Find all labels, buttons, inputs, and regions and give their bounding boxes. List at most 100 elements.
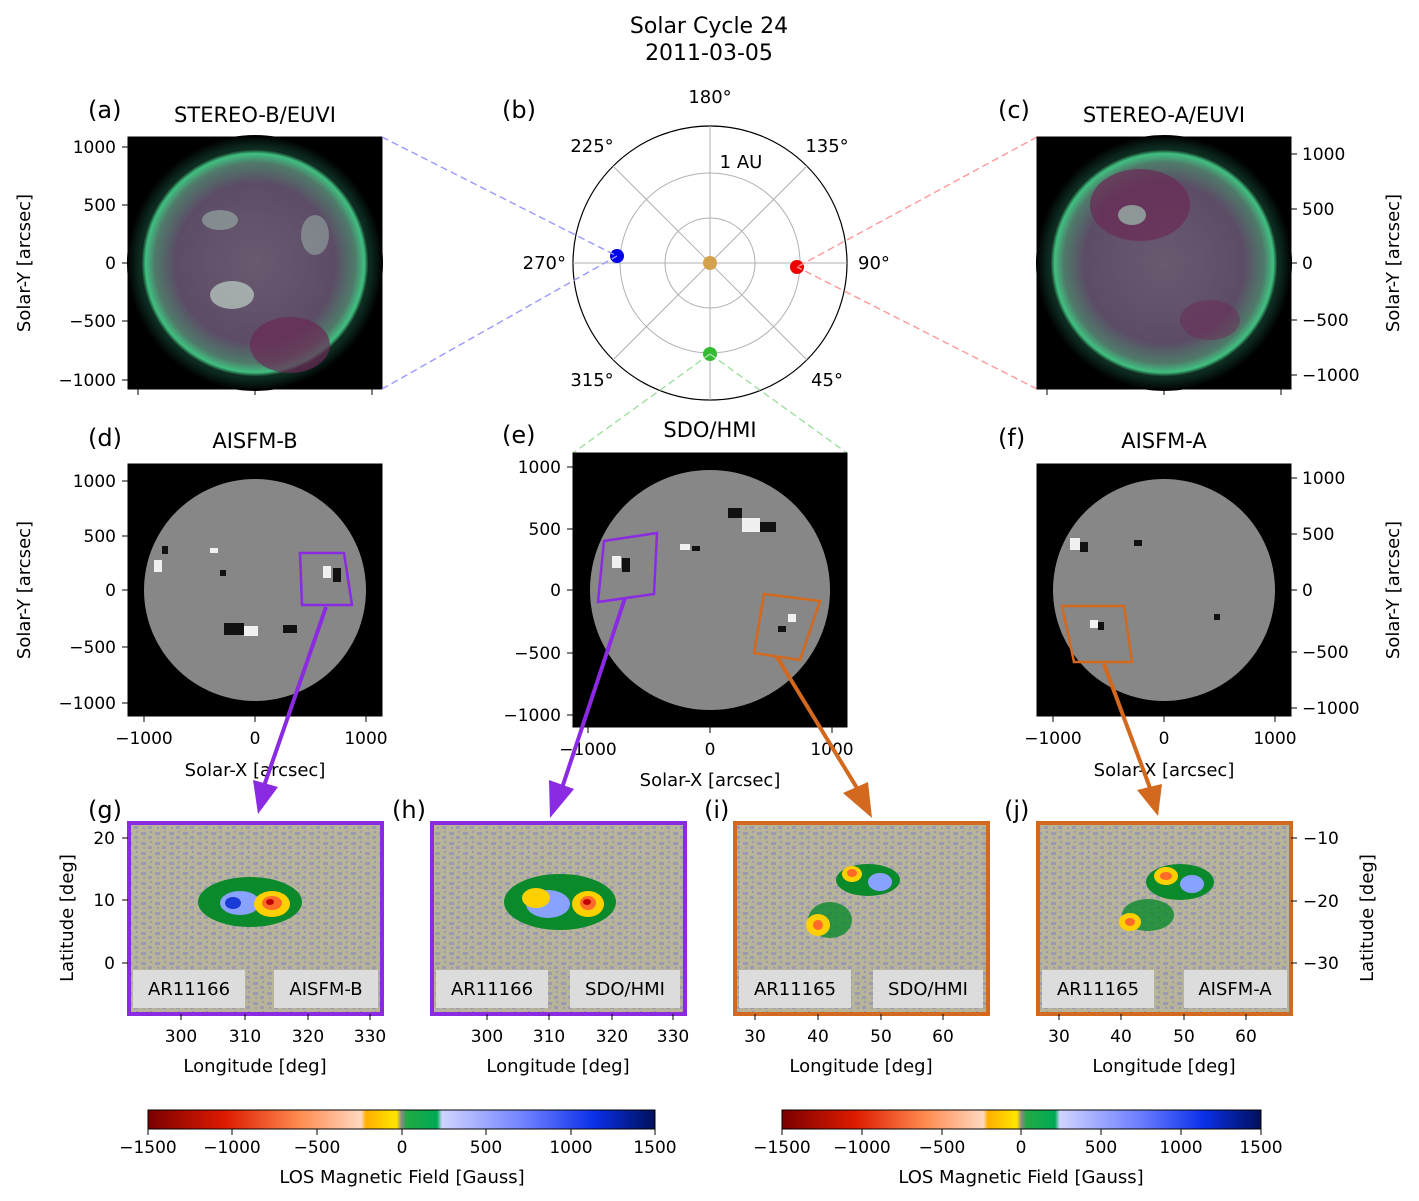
- panel-a-title: STEREO-B/EUVI: [174, 103, 336, 127]
- arrow-head: [843, 782, 872, 818]
- panel-c-ytick: 1000: [1302, 145, 1345, 165]
- panel-h-xtick: 300: [471, 1027, 503, 1047]
- panel-f-ylabel: Solar-Y [arcsec]: [1383, 521, 1404, 659]
- colorbar-tick: −1000: [833, 1138, 891, 1158]
- panel-d-ytick: −500: [69, 638, 116, 658]
- panel-i-xtick: 50: [870, 1027, 892, 1047]
- panel-e-xtick: −1000: [559, 740, 617, 760]
- region-badge: [133, 970, 245, 1008]
- panel-g-xtick: 330: [354, 1027, 386, 1047]
- colorbar-tick: 500: [470, 1138, 502, 1158]
- panel-f-ytick: 1000: [1302, 469, 1345, 489]
- panel-e-ytick: −500: [514, 644, 561, 664]
- panel-i-source: SDO/HMI: [888, 979, 968, 1000]
- panel-a-ylabel: Solar-Y [arcsec]: [14, 194, 35, 332]
- polar-angle-225: 225°: [570, 136, 613, 157]
- panel-d-title: AISFM-B: [212, 429, 297, 453]
- panel-i-frame: [733, 821, 990, 1016]
- sun-marker: [703, 256, 717, 270]
- panel-e-ytick: −1000: [503, 706, 561, 726]
- source-badge: [873, 970, 983, 1008]
- polar-angle-90: 90°: [858, 253, 890, 274]
- panel-c-ytick: 500: [1302, 200, 1334, 220]
- panel-e-axes: 1000 500 0 −500 −1000 −1000 0 1000 Solar…: [503, 458, 853, 791]
- polar-plot: 180° 135° 90° 45° 315° 270° 225° 1 AU: [523, 87, 890, 401]
- panel-g-ytick: 10: [93, 891, 115, 911]
- arrow-head: [253, 780, 278, 814]
- panel-g-region: AR11166: [148, 979, 230, 1000]
- polar-angle-135: 135°: [805, 136, 848, 157]
- panel-f-ytick: 500: [1302, 525, 1334, 545]
- panel-g-xtick: 320: [292, 1027, 324, 1047]
- sdo-hmi-magnetogram: [573, 453, 847, 727]
- panel-c-ylabel: Solar-Y [arcsec]: [1383, 194, 1404, 332]
- panel-g-source: AISFM-B: [289, 979, 362, 1000]
- aisfm-b-magnetogram: [128, 464, 382, 716]
- panel-j-xtick: 40: [1110, 1027, 1132, 1047]
- panel-j-region: AR11165: [1057, 979, 1139, 1000]
- region-badge: [1042, 970, 1154, 1008]
- panel-d-ytick: 0: [105, 581, 116, 601]
- panel-e-ytick: 0: [550, 581, 561, 601]
- panel-d-ytick: 500: [84, 527, 116, 547]
- panel-d-ytick: 1000: [73, 472, 116, 492]
- figure-title-line1: Solar Cycle 24: [630, 14, 788, 39]
- arrow-head: [1137, 784, 1162, 816]
- colorbar-tick: 500: [1085, 1138, 1117, 1158]
- panel-j-ytick: −20: [1303, 892, 1339, 912]
- panel-f-xtick: 1000: [1253, 729, 1296, 749]
- panel-d-xtick: −1000: [115, 729, 173, 749]
- panel-j-ytick: −10: [1303, 829, 1339, 849]
- colorbar-tick: −500: [919, 1138, 966, 1158]
- panel-h-xlabel: Longitude [deg]: [486, 1056, 629, 1077]
- polar-angle-45: 45°: [811, 370, 843, 391]
- panel-f-xtick: −1000: [1024, 729, 1082, 749]
- panel-a-ytick: 0: [105, 254, 116, 274]
- panel-g-xtick: 300: [165, 1027, 197, 1047]
- panel-j-xtick: 60: [1235, 1027, 1257, 1047]
- panel-i-xtick: 60: [932, 1027, 954, 1047]
- panel-g-ytick: 20: [93, 829, 115, 849]
- polar-angle-315: 315°: [570, 370, 613, 391]
- panel-e-label: (e): [502, 421, 536, 449]
- panel-j-axes: −10 −20 −30 Latitude [deg] 30 40 50 60 L…: [1048, 829, 1378, 1077]
- panel-a-yaxis: 1000 500 0 −500 −1000 Solar-Y [arcsec]: [14, 138, 373, 395]
- panel-i-xlabel: Longitude [deg]: [789, 1056, 932, 1077]
- colorbar-tick: −1500: [119, 1138, 177, 1158]
- panel-c-label: (c): [998, 96, 1030, 124]
- panel-c-title: STEREO-A/EUVI: [1083, 103, 1245, 127]
- region-badge: [436, 970, 548, 1008]
- colorbar-tick: 1500: [633, 1138, 676, 1158]
- panel-f-axes: 1000 500 0 −500 −1000 Solar-Y [arcsec] −…: [1024, 469, 1404, 781]
- panel-c-ytick: 0: [1302, 254, 1313, 274]
- panel-d-ytick: −1000: [58, 694, 116, 714]
- panel-f-xtick: 0: [1159, 729, 1170, 749]
- colorbar-label: LOS Magnetic Field [Gauss]: [279, 1167, 524, 1188]
- panel-e-title: SDO/HMI: [663, 418, 756, 442]
- panel-f-ytick: −1000: [1302, 699, 1360, 719]
- panel-f-ytick: −500: [1302, 643, 1349, 663]
- panel-g-ytick: 0: [104, 954, 115, 974]
- polar-angle-270: 270°: [523, 253, 566, 274]
- panel-d-ylabel: Solar-Y [arcsec]: [14, 521, 35, 659]
- panel-i-xtick: 30: [744, 1027, 766, 1047]
- colorbar-tick: −1000: [203, 1138, 261, 1158]
- colorbar-tick: 1000: [1159, 1138, 1202, 1158]
- panel-g-ylabel: Latitude [deg]: [57, 854, 78, 982]
- panel-j-ylabel: Latitude [deg]: [1357, 854, 1378, 982]
- panel-c-ytick: −500: [1302, 311, 1349, 331]
- panel-a-ytick: −1000: [58, 371, 116, 391]
- colorbar-left: −1500 −1000 −500 0 500 1000 1500 LOS Mag…: [119, 1109, 677, 1188]
- panel-h-xtick: 330: [657, 1027, 689, 1047]
- panel-h-xtick: 310: [533, 1027, 565, 1047]
- euvi-a-image: [1036, 135, 1292, 391]
- source-badge: [274, 970, 378, 1008]
- panel-c-yaxis: 1000 500 0 −500 −1000 Solar-Y [arcsec]: [1046, 145, 1404, 395]
- panel-h-frame: [430, 821, 687, 1016]
- panel-g-frame: [127, 821, 384, 1016]
- panel-i-label: (i): [704, 796, 729, 824]
- panel-j-source: AISFM-A: [1198, 979, 1272, 1000]
- aisfm-a-magnetogram: [1037, 464, 1291, 716]
- panel-f-xlabel: Solar-X [arcsec]: [1094, 760, 1235, 781]
